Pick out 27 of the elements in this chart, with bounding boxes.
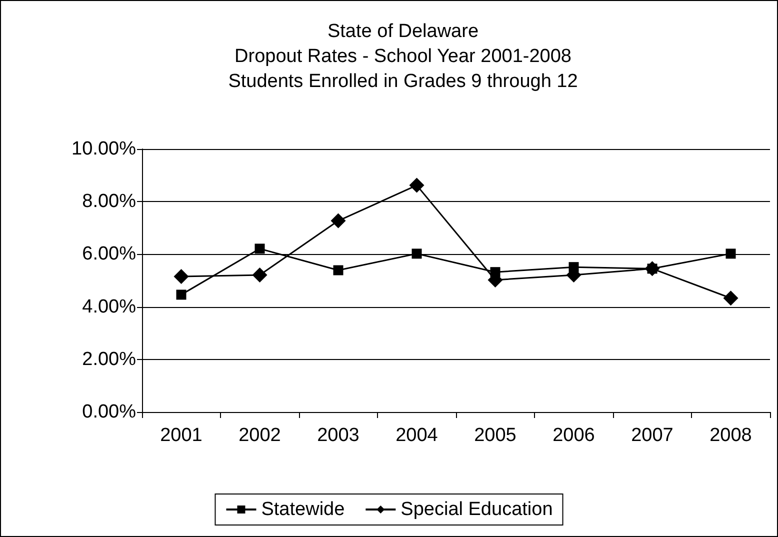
point [254,244,265,254]
x-tick-label: 2003 [317,425,360,446]
legend-label: Special Education [400,499,553,520]
point [412,248,422,259]
x-tick-label: 2004 [396,425,438,446]
x-tick-label: 2006 [552,425,595,446]
point [409,178,424,193]
point [174,269,189,284]
point [176,290,186,300]
point [333,265,344,276]
point [726,248,736,259]
y-tick-label: 6.00% [82,244,136,265]
y-tick-label: 2.00% [82,348,136,370]
x-tick-label: 2007 [631,425,674,446]
x-tick-label: 2002 [238,425,281,446]
x-tick-label: 2001 [160,425,202,446]
legend-label: Statewide [261,499,345,520]
y-tick-label: 8.00% [82,191,136,212]
y-tick-label: 4.00% [82,296,136,318]
chart-title: State of Delaware Dropout Rates - School Year 2001-2008 Students Enrolled in Grades 9 through 12 [228,21,578,92]
point [330,213,346,228]
y-tick-label: 10.00% [72,138,136,160]
point [723,290,738,306]
x-tick-label: 2008 [710,425,752,446]
x-tick-label: 2005 [474,425,516,446]
point [252,267,268,282]
y-tick-label: 0.00% [82,402,136,422]
